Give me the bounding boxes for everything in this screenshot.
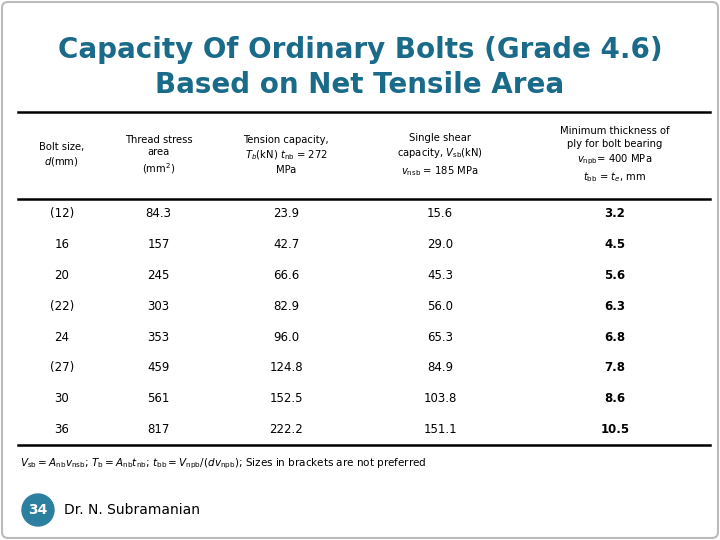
Text: 29.0: 29.0: [427, 238, 453, 251]
Text: 15.6: 15.6: [427, 207, 453, 220]
Text: 20: 20: [54, 269, 69, 282]
Text: 10.5: 10.5: [600, 423, 629, 436]
Text: 152.5: 152.5: [269, 392, 303, 406]
Text: (27): (27): [50, 361, 74, 375]
Text: 7.8: 7.8: [605, 361, 626, 375]
Text: 82.9: 82.9: [273, 300, 299, 313]
Text: 84.3: 84.3: [145, 207, 171, 220]
Text: 459: 459: [148, 361, 170, 375]
Text: 96.0: 96.0: [273, 330, 299, 343]
Text: 8.6: 8.6: [604, 392, 626, 406]
Text: 817: 817: [148, 423, 170, 436]
Circle shape: [22, 494, 54, 526]
Text: 561: 561: [148, 392, 170, 406]
Text: Tension capacity,
$T_b$(kN) $t_{\mathrm{nb}}$ = 272
MPa: Tension capacity, $T_b$(kN) $t_{\mathrm{…: [243, 136, 329, 175]
Text: 103.8: 103.8: [423, 392, 456, 406]
Text: Based on Net Tensile Area: Based on Net Tensile Area: [156, 71, 564, 99]
Text: 6.8: 6.8: [604, 330, 626, 343]
Text: 65.3: 65.3: [427, 330, 453, 343]
Text: 34: 34: [28, 503, 48, 517]
Text: 353: 353: [148, 330, 170, 343]
Text: 30: 30: [54, 392, 69, 406]
Text: 84.9: 84.9: [427, 361, 453, 375]
Text: 16: 16: [54, 238, 69, 251]
Text: (12): (12): [50, 207, 74, 220]
Text: 151.1: 151.1: [423, 423, 457, 436]
Text: $V_{\rm sb} = A_{\rm nb}v_{\rm nsb}$; $T_{\rm b} = A_{\rm nb}t_{\rm nb}$; $t_{\r: $V_{\rm sb} = A_{\rm nb}v_{\rm nsb}$; $T…: [20, 457, 426, 471]
Text: 23.9: 23.9: [273, 207, 299, 220]
Text: (22): (22): [50, 300, 74, 313]
Text: 124.8: 124.8: [269, 361, 303, 375]
Text: Bolt size,
$d$(mm): Bolt size, $d$(mm): [39, 142, 84, 168]
Text: 222.2: 222.2: [269, 423, 303, 436]
Text: Single shear
capacity, $V_{\mathrm{sb}}$(kN)
$v_{\mathrm{nsb}}$ = 185 MPa: Single shear capacity, $V_{\mathrm{sb}}$…: [397, 133, 483, 178]
Text: 56.0: 56.0: [427, 300, 453, 313]
Text: 24: 24: [54, 330, 69, 343]
Text: 66.6: 66.6: [273, 269, 300, 282]
Text: 45.3: 45.3: [427, 269, 453, 282]
Text: 4.5: 4.5: [604, 238, 626, 251]
Text: 6.3: 6.3: [605, 300, 626, 313]
Text: 36: 36: [54, 423, 69, 436]
Text: 303: 303: [148, 300, 170, 313]
Text: Minimum thickness of
ply for bolt bearing
$v_{\mathrm{npb}}$= 400 MPa
$t_{\mathr: Minimum thickness of ply for bolt bearin…: [560, 126, 670, 184]
Text: 5.6: 5.6: [604, 269, 626, 282]
Text: Dr. N. Subramanian: Dr. N. Subramanian: [64, 503, 200, 517]
Text: 157: 157: [148, 238, 170, 251]
Text: 3.2: 3.2: [605, 207, 626, 220]
Text: Capacity Of Ordinary Bolts (Grade 4.6): Capacity Of Ordinary Bolts (Grade 4.6): [58, 36, 662, 64]
Text: 42.7: 42.7: [273, 238, 300, 251]
Text: 245: 245: [148, 269, 170, 282]
Text: Thread stress
area
(mm$^2$): Thread stress area (mm$^2$): [125, 134, 192, 176]
